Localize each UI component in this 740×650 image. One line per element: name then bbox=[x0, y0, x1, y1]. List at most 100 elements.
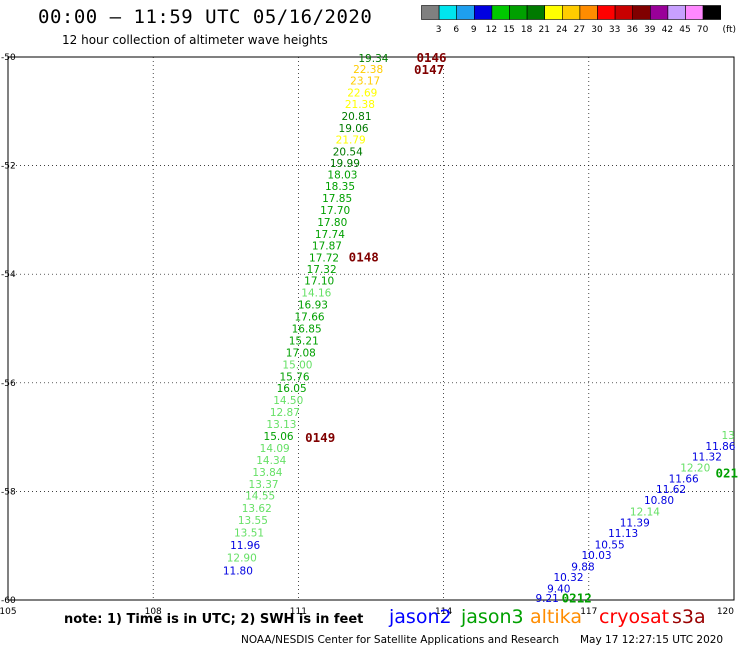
pass-time-label: 0146 bbox=[416, 50, 446, 65]
wave-height-value: 17.87 bbox=[312, 240, 342, 252]
wave-height-value: 18.35 bbox=[325, 181, 355, 193]
pass-time-label: 0212 bbox=[562, 590, 592, 605]
wave-height-value: 10.80 bbox=[644, 495, 674, 507]
wave-height-value: 15.21 bbox=[289, 335, 319, 347]
wave-height-value: 9.21 bbox=[535, 593, 558, 605]
wave-height-value: 11.66 bbox=[669, 473, 699, 485]
wave-height-value: 13.51 bbox=[234, 528, 264, 540]
wave-height-value: 15.76 bbox=[279, 371, 309, 383]
wave-height-value: 11.39 bbox=[620, 517, 650, 529]
wave-height-value: 19.06 bbox=[339, 123, 369, 135]
legend-jason3: jason3 bbox=[461, 606, 524, 628]
colorbar-swatch bbox=[702, 5, 722, 20]
y-tick-label: -58 bbox=[1, 487, 16, 497]
wave-height-value: 11.96 bbox=[230, 540, 260, 552]
colorbar-label: 39 bbox=[644, 25, 656, 35]
wave-height-value: 16.85 bbox=[292, 324, 322, 336]
wave-height-value: 17.32 bbox=[307, 264, 337, 276]
wave-height-value: 17.70 bbox=[320, 205, 350, 217]
pass-time-label: 0147 bbox=[414, 62, 444, 77]
wave-height-value: 20.81 bbox=[341, 111, 371, 123]
wave-height-value: 13.13 bbox=[266, 419, 296, 431]
colorbar-label: 36 bbox=[626, 25, 638, 35]
wave-height-value: 17.74 bbox=[315, 229, 345, 241]
timestamp-text: May 17 12:27:15 UTC 2020 bbox=[580, 634, 724, 646]
wave-height-value: 17.80 bbox=[317, 217, 347, 229]
colorbar-label: 27 bbox=[574, 25, 585, 35]
colorbar-label: 30 bbox=[591, 25, 603, 35]
legend-jason2: jason2 bbox=[389, 606, 452, 628]
wave-height-value: 17.66 bbox=[295, 312, 325, 324]
colorbar-label: 15 bbox=[503, 25, 514, 35]
colorbar-label: 12 bbox=[486, 25, 497, 35]
wave-height-value: 11.86 bbox=[705, 441, 735, 453]
wave-height-value: 18.03 bbox=[327, 169, 357, 181]
wave-height-value: 21.79 bbox=[336, 135, 366, 147]
y-tick-label: -60 bbox=[1, 596, 16, 606]
x-tick-label: 105 bbox=[0, 607, 17, 617]
note-text: note: 1) Time is in UTC; 2) SWH is in fe… bbox=[64, 612, 364, 627]
wave-height-value: 9.88 bbox=[571, 561, 594, 573]
wave-height-value: 21.38 bbox=[345, 99, 375, 111]
pass-time-label: 0149 bbox=[305, 430, 335, 445]
y-tick-label: -52 bbox=[1, 162, 16, 172]
wave-height-colorbar: 3 6 9 12 15 18 21 24 27 30 33 36 39 42 45 70 (ft) bbox=[421, 5, 736, 35]
wave-height-value: 11.13 bbox=[608, 528, 638, 540]
credit-text: NOAA/NESDIS Center for Satellite Applica… bbox=[241, 634, 559, 646]
y-tick-label: -50 bbox=[1, 53, 16, 63]
colorbar-label: 18 bbox=[521, 25, 533, 35]
page-subtitle: 12 hour collection of altimeter wave hei… bbox=[62, 33, 328, 47]
wave-height-value: 15.00 bbox=[282, 359, 312, 371]
wave-height-value: 15.06 bbox=[264, 431, 294, 443]
colorbar-label: 33 bbox=[609, 25, 620, 35]
colorbar-unit: (ft) bbox=[722, 25, 736, 35]
colorbar-label: 9 bbox=[471, 25, 477, 35]
wave-height-value: 11.32 bbox=[692, 452, 722, 464]
wave-height-value: 17.72 bbox=[309, 252, 339, 264]
wave-height-value: 20.54 bbox=[333, 146, 363, 158]
wave-height-value: 12.20 bbox=[680, 463, 710, 475]
wave-height-value: 12.87 bbox=[270, 407, 300, 419]
wave-height-value: 13.37 bbox=[249, 479, 279, 491]
wave-height-value: 10.55 bbox=[595, 540, 625, 552]
plot-frame bbox=[7, 56, 735, 601]
wave-height-value: 13.84 bbox=[252, 467, 282, 479]
wave-height-value: 13 bbox=[722, 430, 735, 442]
legend-altika: altika bbox=[530, 606, 582, 628]
colorbar-label: 6 bbox=[453, 25, 459, 35]
wave-height-value: 9.40 bbox=[547, 584, 570, 596]
legend-cryosat: cryosat bbox=[599, 606, 670, 628]
wave-height-value: 17.08 bbox=[286, 347, 316, 359]
wave-height-value: 16.05 bbox=[277, 383, 307, 395]
x-tick-label: 114 bbox=[435, 607, 452, 617]
wave-height-value: 14.55 bbox=[245, 491, 275, 503]
x-tick-label: 111 bbox=[290, 607, 307, 617]
wave-height-value: 17.85 bbox=[322, 193, 352, 205]
wave-height-value: 22.69 bbox=[347, 87, 377, 99]
wave-height-value: 14.09 bbox=[260, 443, 290, 455]
x-tick-label: 120 bbox=[717, 607, 734, 617]
wave-height-value: 19.99 bbox=[330, 158, 360, 170]
pass-time-label: 021 bbox=[715, 465, 738, 480]
x-tick-label: 117 bbox=[580, 607, 597, 617]
wave-height-value: 14.34 bbox=[256, 455, 286, 467]
y-tick-label: -56 bbox=[1, 379, 16, 389]
wave-height-value: 23.17 bbox=[350, 75, 380, 87]
wave-height-value: 14.50 bbox=[273, 395, 303, 407]
wave-height-value: 10.32 bbox=[553, 572, 583, 584]
wave-height-value: 22.38 bbox=[353, 64, 383, 76]
pass-time-label: 0148 bbox=[349, 249, 379, 264]
colorbar-label: 45 bbox=[679, 25, 690, 35]
wave-height-value: 19.34 bbox=[358, 53, 388, 65]
wave-height-value: 11.80 bbox=[223, 566, 253, 578]
colorbar-label: 3 bbox=[436, 25, 442, 35]
legend-s3a: s3a bbox=[672, 606, 706, 628]
wave-height-value: 11.62 bbox=[656, 484, 686, 496]
wave-height-value: 17.10 bbox=[304, 276, 334, 288]
y-tick-label: -54 bbox=[1, 270, 16, 280]
wave-height-value: 12.90 bbox=[227, 553, 257, 565]
wave-height-value: 14.16 bbox=[301, 288, 331, 300]
colorbar-label: 42 bbox=[662, 25, 673, 35]
x-tick-label: 108 bbox=[145, 607, 162, 617]
